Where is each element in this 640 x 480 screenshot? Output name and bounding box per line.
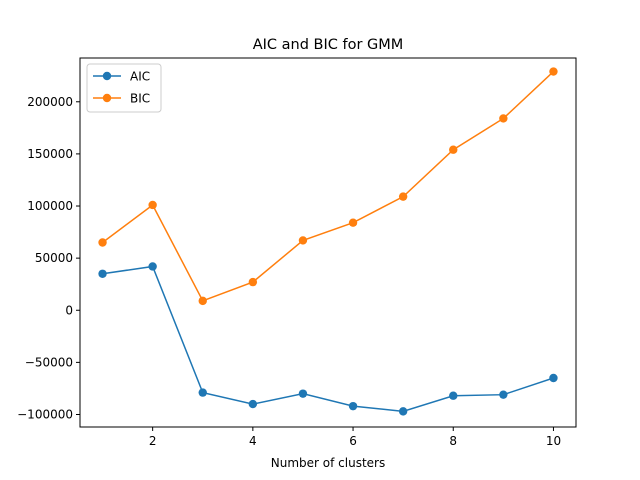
x-tick-label: 2	[149, 434, 157, 448]
x-tick-label: 6	[349, 434, 357, 448]
y-tick-label: 50000	[35, 251, 73, 265]
x-axis-title: Number of clusters	[271, 456, 385, 470]
data-point-bic	[248, 277, 258, 287]
data-point-aic	[449, 391, 458, 400]
y-tick-label: 150000	[27, 147, 73, 161]
x-tick-label: 8	[449, 434, 457, 448]
data-point-bic	[98, 238, 107, 247]
data-point-aic	[298, 389, 308, 398]
data-point-bic	[298, 236, 308, 245]
data-point-aic	[198, 388, 207, 397]
data-point-aic	[348, 401, 358, 411]
data-point-aic	[398, 407, 408, 416]
data-point-bic	[549, 67, 558, 76]
plot-area: 2 4 6 8 10 −100000 −50000 0 50000 100000 150000 200…	[17, 67, 561, 448]
series-line-bic	[102, 71, 554, 302]
legend-marker	[102, 93, 112, 103]
y-tick-label: −50000	[25, 355, 73, 369]
plot-frame	[79, 57, 577, 428]
x-tick-label: 10	[546, 434, 561, 448]
data-point-aic	[148, 262, 157, 271]
y-tick-label: −100000	[17, 407, 73, 421]
data-point-bic	[499, 114, 508, 123]
data-point-bic	[398, 192, 408, 201]
data-point-aic	[248, 399, 258, 409]
data-point-bic	[348, 218, 358, 227]
data-point-bic	[198, 296, 207, 306]
legend: AIC BIC	[86, 63, 162, 113]
data-point-aic	[499, 390, 508, 399]
legend-marker	[102, 71, 112, 81]
data-point-bic	[148, 200, 157, 210]
data-point-aic	[98, 269, 107, 278]
chart-title: AIC and BIC for GMM	[253, 37, 404, 53]
y-tick-label: 200000	[27, 95, 73, 109]
y-tick-label: 100000	[27, 199, 73, 213]
x-tick-label: 4	[249, 434, 257, 448]
data-point-aic	[549, 373, 558, 383]
data-point-bic	[449, 145, 458, 154]
legend-label: BIC	[130, 92, 150, 106]
series-line-aic	[102, 265, 554, 413]
legend-label: AIC	[130, 70, 150, 84]
y-tick-label: 0	[65, 303, 73, 317]
